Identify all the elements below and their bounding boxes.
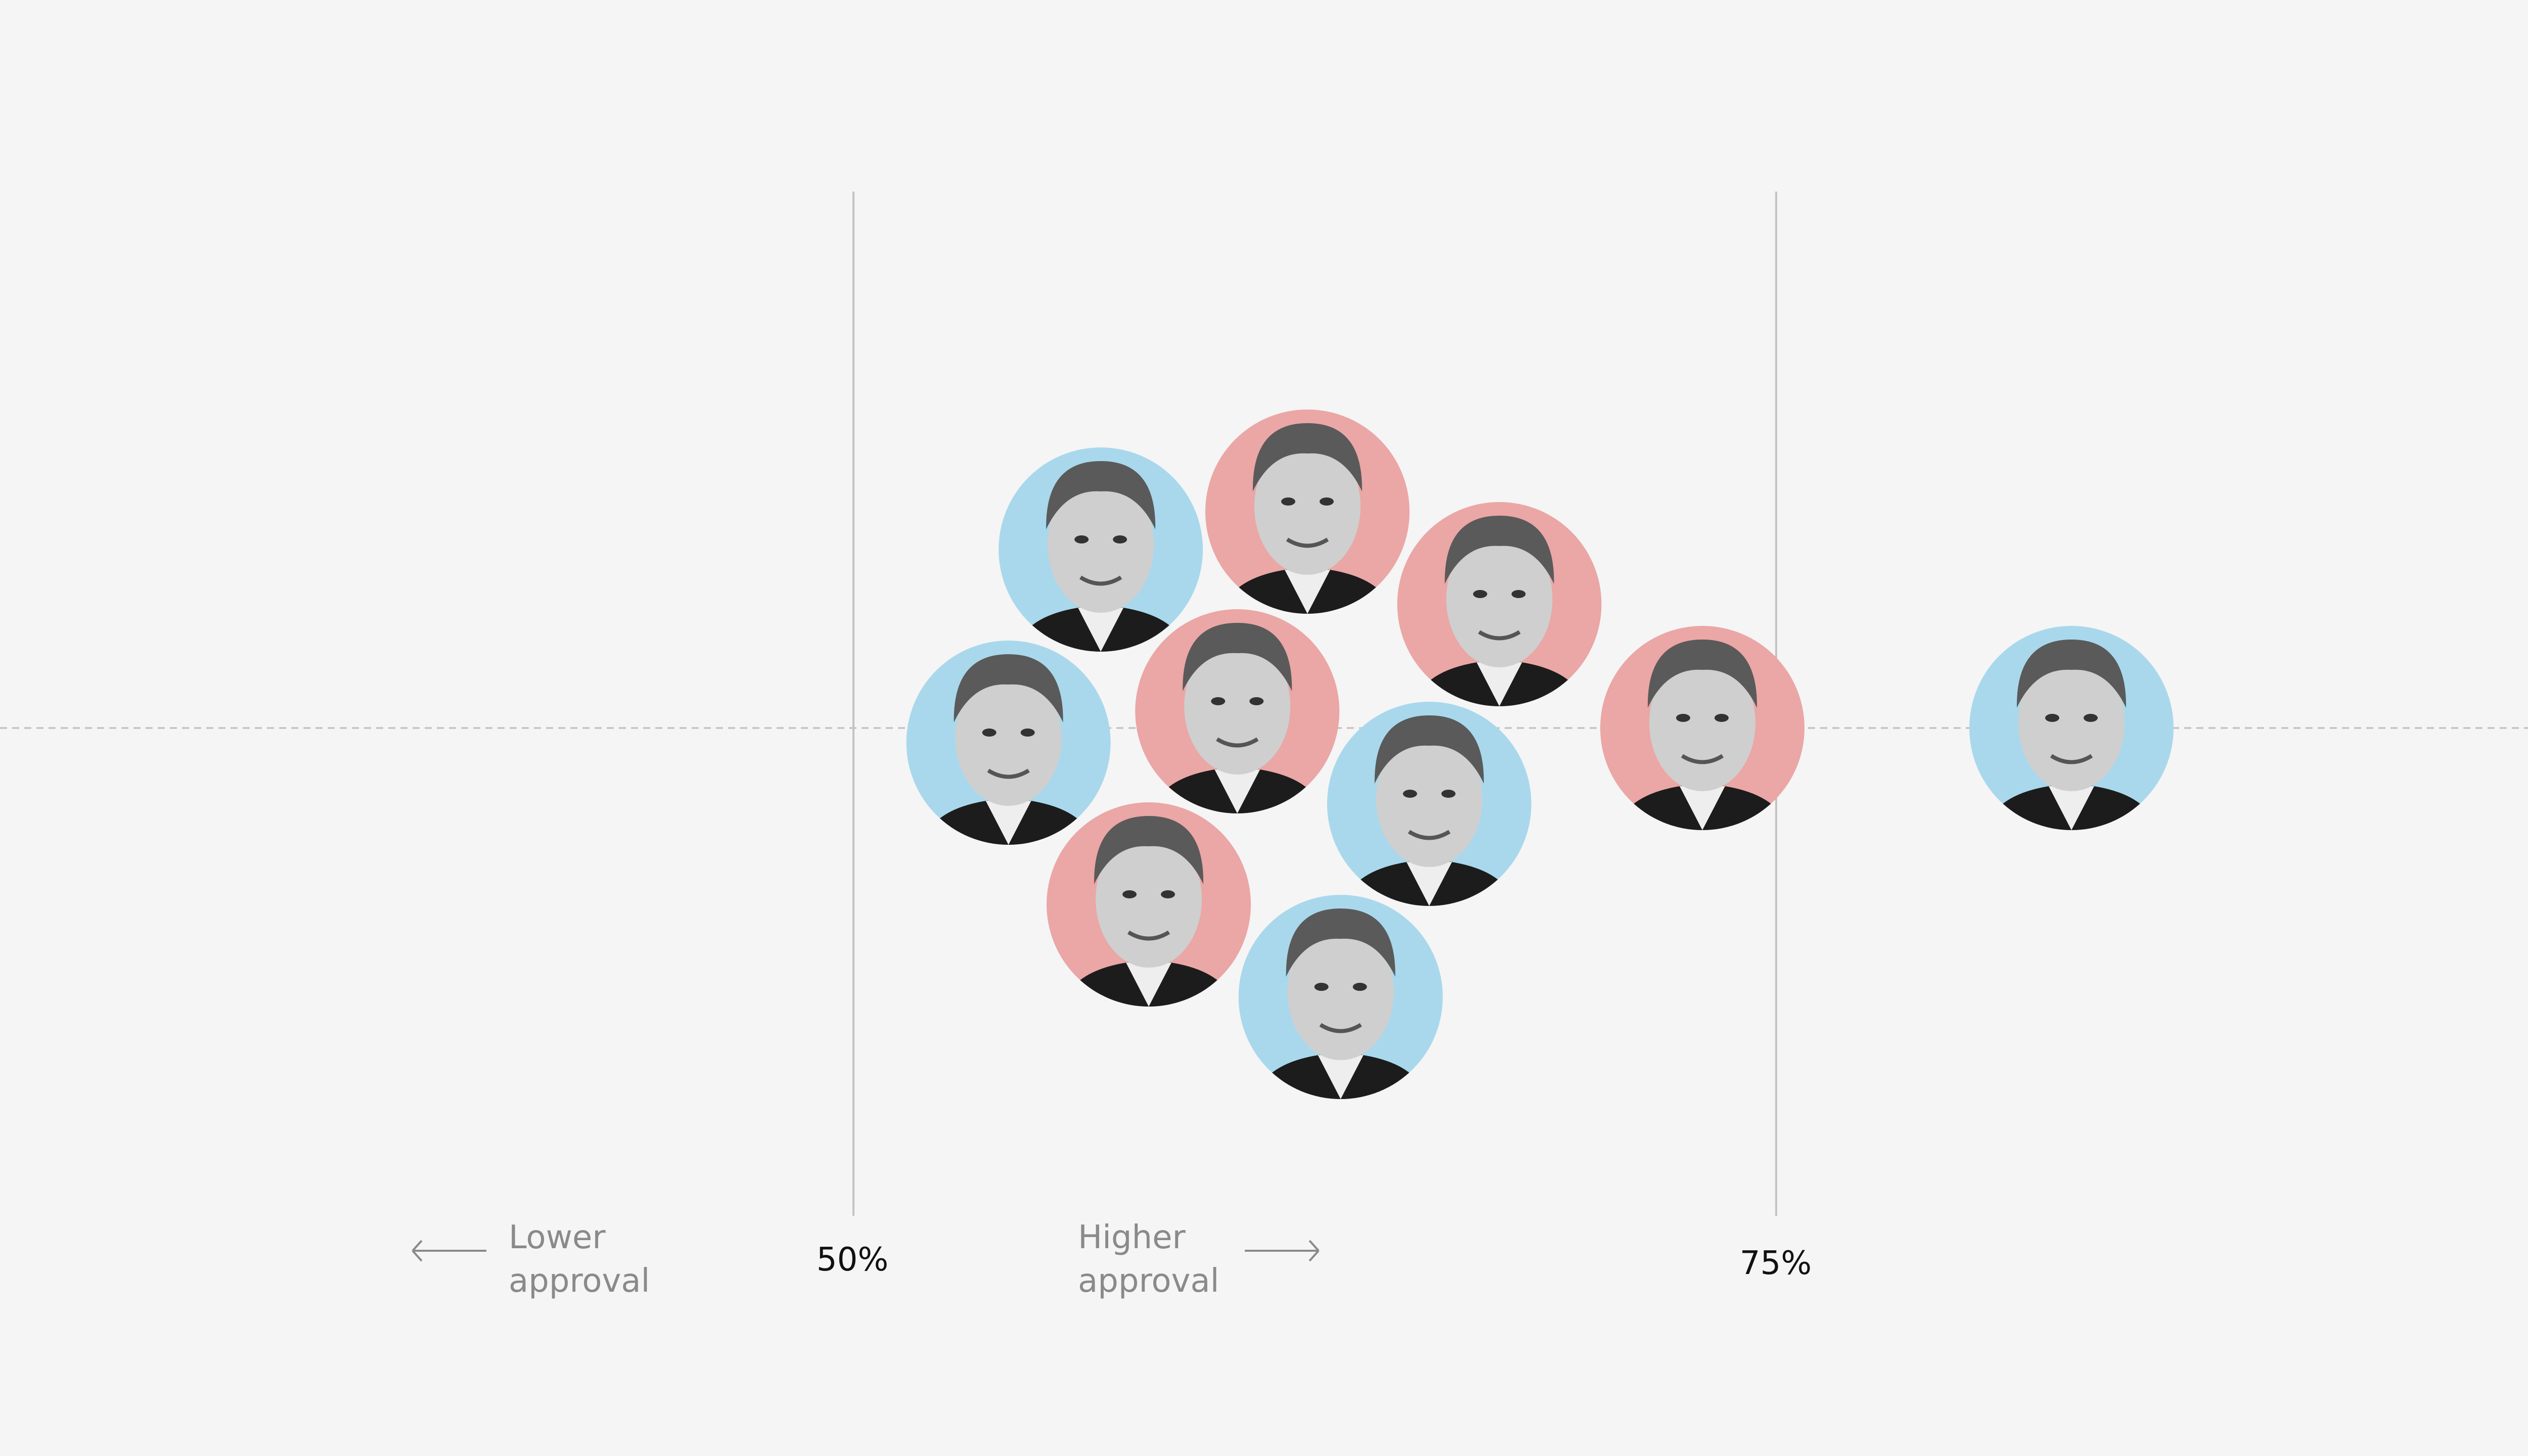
- portrait-icon: [1221, 423, 1393, 614]
- point-democrat: [906, 641, 1111, 845]
- portrait-icon: [1254, 908, 1427, 1099]
- tick-label-50: 50%: [816, 1241, 889, 1279]
- point-republican: [1397, 502, 1602, 706]
- portrait-icon: [1063, 816, 1235, 1007]
- lower-approval-label: Lower approval: [509, 1219, 650, 1300]
- portrait-icon: [1015, 461, 1187, 652]
- portrait-icon: [1616, 640, 1788, 830]
- tick-label-75: 75%: [1739, 1245, 1812, 1282]
- portrait-icon: [1413, 516, 1586, 706]
- point-democrat: [1969, 626, 2174, 830]
- arrow-right-icon: [1243, 1234, 1324, 1277]
- point-democrat: [999, 447, 1203, 652]
- arrow-left-icon: [411, 1234, 491, 1277]
- portrait-icon: [922, 654, 1095, 845]
- point-democrat: [1327, 702, 1531, 906]
- portrait-icon: [1343, 715, 1515, 906]
- higher-approval-label: Higher approval: [1078, 1219, 1220, 1300]
- point-democrat: [1238, 895, 1443, 1099]
- point-republican: [1205, 410, 1410, 614]
- portrait-icon: [1151, 623, 1324, 813]
- portrait-icon: [1985, 640, 2157, 830]
- point-republican: [1135, 609, 1340, 813]
- point-republican: [1047, 802, 1251, 1007]
- point-republican: [1600, 626, 1804, 830]
